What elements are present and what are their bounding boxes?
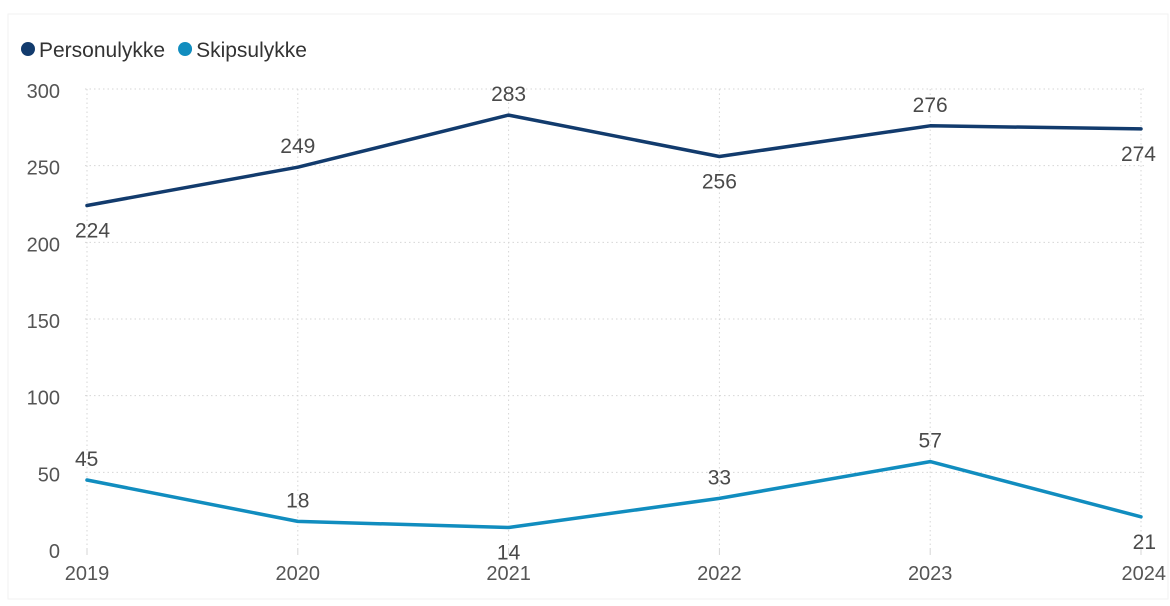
x-tick-label-2023: 2023	[908, 563, 953, 585]
legend-label-skipsulykke: Skipsulykke	[196, 39, 307, 62]
data-label-skipsulykke-2023: 57	[919, 430, 942, 453]
data-label-personulykke-2021: 283	[491, 83, 526, 106]
y-axis: 0 50 100 150 200 250 300	[27, 81, 60, 563]
legend-item-personulykke[interactable]: Personulykke	[21, 39, 165, 62]
y-tick-label-150: 150	[27, 311, 60, 333]
x-tick-label-2019: 2019	[65, 563, 110, 585]
legend-marker-personulykke	[21, 42, 35, 56]
data-labels: 224 249 283 256 276 274 45 18 14 33 57 21	[75, 83, 1156, 564]
data-label-skipsulykke-2022: 33	[708, 466, 731, 489]
legend[interactable]: Personulykke Skipsulykke	[21, 39, 307, 62]
y-tick-label-100: 100	[27, 388, 60, 410]
legend-item-skipsulykke[interactable]: Skipsulykke	[178, 39, 307, 62]
data-label-personulykke-2019: 224	[75, 220, 110, 243]
y-tick-label-200: 200	[27, 234, 60, 256]
data-label-personulykke-2022: 256	[702, 170, 737, 193]
data-label-skipsulykke-2024: 21	[1133, 531, 1156, 554]
legend-label-personulykke: Personulykke	[39, 39, 165, 62]
x-tick-label-2022: 2022	[697, 563, 742, 585]
x-tick-label-2020: 2020	[276, 563, 321, 585]
series-line-personulykke	[85, 113, 1143, 208]
data-label-skipsulykke-2021: 14	[497, 542, 521, 565]
x-tick-label-2021: 2021	[486, 563, 531, 585]
y-tick-label-250: 250	[27, 158, 60, 180]
legend-marker-skipsulykke	[178, 42, 193, 56]
data-label-personulykke-2024: 274	[1121, 143, 1156, 166]
data-label-skipsulykke-2020: 18	[286, 489, 309, 512]
data-label-personulykke-2020: 249	[280, 135, 315, 158]
y-tick-label-0: 0	[49, 541, 60, 563]
data-label-personulykke-2023: 276	[913, 94, 948, 117]
series-lines	[85, 113, 1143, 530]
y-tick-label-300: 300	[27, 81, 60, 103]
data-label-skipsulykke-2019: 45	[75, 448, 98, 471]
y-tick-label-50: 50	[38, 464, 60, 486]
series-line-skipsulykke	[85, 459, 1143, 530]
x-axis: 2019 2020 2021 2022 2023 2024	[65, 549, 1166, 585]
x-tick-label-2024: 2024	[1122, 563, 1167, 585]
